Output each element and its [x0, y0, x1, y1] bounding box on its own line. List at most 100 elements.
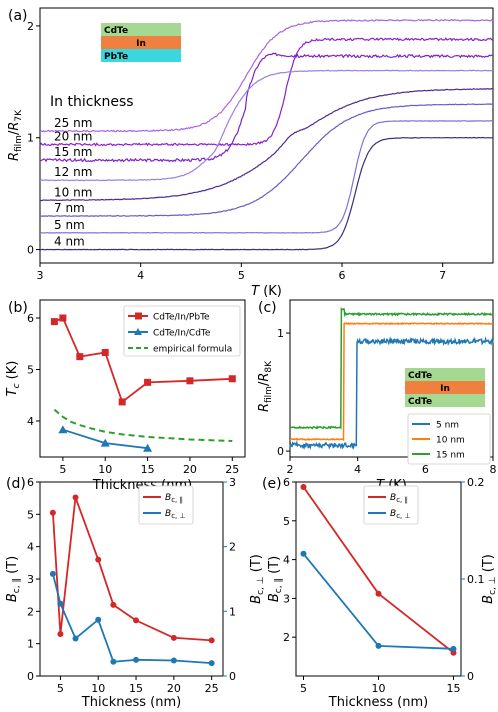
- panel-b-legend-label: CdTe/In/CdTe: [153, 329, 211, 339]
- panel-e-ylabel: Bc, ∥ (T): [267, 556, 284, 602]
- panel-a-series-4-nm: [39, 136, 494, 251]
- panel-d-ytick-right-label: 3: [229, 476, 236, 489]
- panel-d-point: [110, 658, 117, 665]
- panel-a-series-label: 12 nm: [54, 165, 92, 179]
- panel-b-point: [59, 314, 67, 322]
- panel-a-inset-layer-2: [101, 49, 181, 62]
- panel-a-inset-layer-label: CdTe: [104, 26, 128, 36]
- panel-d-axes: [39, 481, 224, 677]
- panel-c-series-5-nm: [289, 336, 494, 451]
- panel-a-xtick-label: 7: [439, 269, 446, 282]
- panel-b-point: [58, 425, 68, 434]
- panel-e-legend: [363, 485, 419, 525]
- panel-c-inset-layer-label: CdTe: [408, 371, 432, 381]
- panel-b-point: [186, 377, 194, 385]
- panel-b-legend: [123, 305, 241, 357]
- panel-c-legend-label: 15 nm: [436, 451, 465, 461]
- panel-d-xtick-label: 15: [129, 682, 143, 695]
- panel-e-xtick-label: 10: [372, 682, 386, 695]
- panel-d-legend-label: Bc, ∥: [165, 493, 183, 504]
- panel-d-point: [208, 637, 215, 644]
- panel-d-ytick-label: 3: [27, 573, 34, 586]
- panel-e-ytick-right-label: 0: [467, 670, 474, 683]
- panel-e-point: [375, 642, 382, 649]
- panel-d-legend-label: Bc, ⊥: [165, 509, 186, 520]
- panel-d-ylabel-right: Bc, ⊥ (T): [249, 554, 266, 604]
- panel-a-series-label: 4 nm: [54, 235, 85, 249]
- panel-d-point: [133, 656, 140, 663]
- panel-d-point: [57, 600, 64, 607]
- panel-e-ytick-label: 6: [283, 476, 290, 489]
- panel-c-ytick-label: 0: [277, 445, 284, 458]
- panel-e-point: [450, 645, 457, 652]
- panel-a-series-label: 10 nm: [54, 185, 92, 199]
- panel-e-point: [300, 550, 307, 557]
- panel-c-ylabel: Rfilm/R8K: [257, 360, 274, 412]
- panel-b-xtick-label: 5: [59, 463, 66, 476]
- panel-d-point: [72, 635, 79, 642]
- panel-b-label: (b): [8, 300, 28, 316]
- panel-b-xtick-label: 20: [183, 463, 197, 476]
- panel-c-label: (c): [258, 300, 277, 316]
- panel-b-point: [228, 375, 236, 383]
- panel-c-legend: [407, 413, 491, 465]
- panel-d-xtick-label: 5: [57, 682, 64, 695]
- panel-a-series-label: 20 nm: [54, 129, 92, 143]
- panel-a-series-label: 5 nm: [54, 218, 85, 232]
- panel-a-series-10-nm: [39, 87, 494, 202]
- panel-d-xlabel: Thickness (nm): [81, 695, 181, 710]
- panel-b-legend-marker: [134, 328, 142, 335]
- panel-e-ytick-right-label: 0.2: [467, 476, 485, 489]
- panel-a-inset-layer-1: [101, 36, 181, 49]
- panel-d-point: [72, 494, 79, 501]
- panel-a-series-20-nm: [39, 37, 494, 147]
- panel-d-point: [95, 616, 102, 623]
- panel-a-ytick-label: 0: [27, 244, 34, 257]
- panel-b-ytick-label: 5: [27, 363, 34, 376]
- panel-c-inset-layer-2: [405, 394, 485, 407]
- panel-b-legend-label: empirical formula: [153, 345, 232, 355]
- panel-b-xtick-label: 25: [225, 463, 239, 476]
- panel-a-series-5-nm: [39, 120, 494, 234]
- panel-d-ytick-label: 4: [27, 541, 34, 554]
- panel-e-ytick-right-label: 0.1: [467, 573, 485, 586]
- panel-a-inset-layer-0: [101, 23, 181, 36]
- panel-c-axes: [289, 299, 494, 458]
- panel-e-label: (e): [262, 476, 282, 492]
- panel-b-xtick-label: 15: [141, 463, 155, 476]
- panel-c-ytick-label: 1: [277, 327, 284, 340]
- panel-d-xtick-label: 20: [167, 682, 181, 695]
- panel-d-point: [57, 630, 64, 637]
- panel-e-point: [300, 484, 307, 491]
- panel-a-series-25-nm: [39, 18, 494, 133]
- panel-c-xtick-label: 8: [490, 463, 497, 476]
- panel-e-ytick-label: 3: [283, 592, 290, 605]
- panel-b-ytick-label: 6: [27, 312, 34, 325]
- panel-d-ytick-label: 0: [27, 670, 34, 683]
- panel-b-point: [144, 378, 152, 386]
- panel-a-series-label: 7 nm: [54, 201, 85, 215]
- panel-b-ylabel: Tc (K): [5, 361, 22, 397]
- panel-c-xtick-label: 2: [287, 463, 294, 476]
- panel-d-xtick-label: 10: [91, 682, 105, 695]
- panel-a-series-label: 15 nm: [54, 145, 92, 159]
- panel-d-xtick-label: 25: [205, 682, 219, 695]
- panel-c-inset-layer-0: [405, 368, 485, 381]
- panel-c-inset-layer-label: CdTe: [408, 397, 432, 407]
- panel-d-ytick-right-label: 0: [229, 670, 236, 683]
- panel-e-legend-label: Bc, ∥: [390, 493, 408, 504]
- panel-a-inset-layer-label: PbTe: [104, 52, 128, 62]
- panel-d-point: [133, 617, 140, 624]
- panel-a-series-7-nm: [40, 103, 494, 217]
- panel-c-legend-label: 10 nm: [436, 436, 465, 446]
- panel-d-ytick-label: 5: [27, 508, 34, 521]
- panel-b-series-0: [54, 316, 233, 404]
- panel-c-series-15-nm: [289, 306, 494, 430]
- panel-e-xtick-label: 5: [300, 682, 307, 695]
- panel-d-label: (d): [6, 476, 26, 492]
- panel-d-ytick-label: 2: [27, 605, 34, 618]
- panel-b-legend-label: CdTe/In/PbTe: [153, 313, 210, 323]
- panel-e-xtick-label: 15: [447, 682, 461, 695]
- panel-b-point: [76, 353, 84, 361]
